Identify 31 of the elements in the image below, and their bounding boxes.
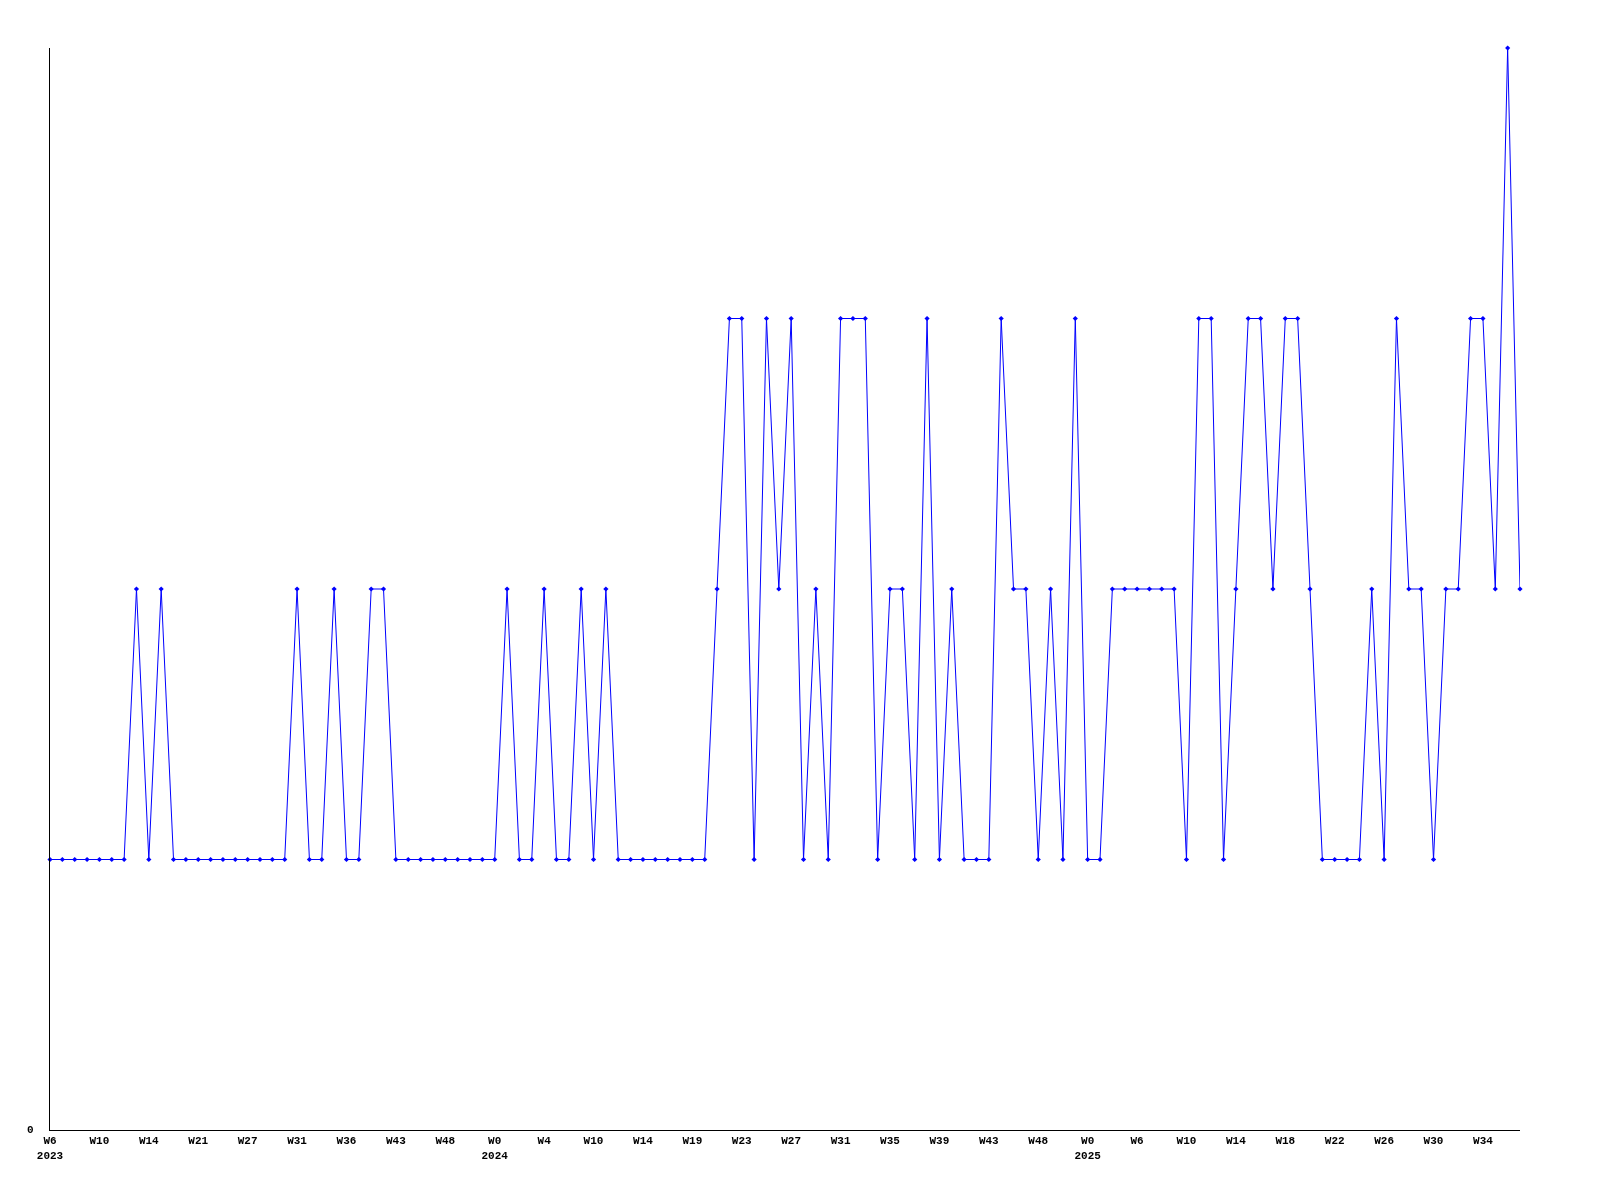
x-tick-label: W10 — [583, 1135, 604, 1148]
x-tick-label: W10 — [1176, 1135, 1197, 1148]
x-tick-label: W36 — [336, 1135, 357, 1148]
x-tick-label: W26 — [1374, 1135, 1395, 1148]
x-tick-label: W31 — [287, 1135, 308, 1148]
x-tick-label: W14 — [138, 1135, 160, 1148]
x-tick-label: W30 — [1423, 1135, 1444, 1148]
x-tick-label: W27 — [781, 1135, 802, 1148]
x-tick-label: W0 2024 — [481, 1135, 509, 1162]
x-tick-label: W10 — [89, 1135, 110, 1148]
x-tick-label: W4 — [537, 1135, 552, 1148]
x-tick-label: W27 — [237, 1135, 258, 1148]
x-tick-label: W43 — [978, 1135, 1000, 1148]
x-tick-label: W19 — [682, 1135, 703, 1148]
x-tick-label: W21 — [188, 1135, 209, 1148]
x-tick-label: W14 — [633, 1135, 654, 1148]
x-tick-label: W48 — [1028, 1135, 1049, 1148]
x-tick-label: W39 — [929, 1135, 950, 1148]
x-tick-label: W6 — [1130, 1135, 1144, 1148]
x-tick-label: W18 — [1275, 1135, 1296, 1148]
x-tick-label: W48 — [435, 1135, 456, 1148]
x-tick-label: W23 — [731, 1135, 753, 1148]
x-tick-label: W6 2023 — [36, 1135, 64, 1162]
x-tick-label: W35 — [880, 1135, 901, 1148]
x-tick-label: W43 — [385, 1135, 407, 1148]
text: 0 — [27, 1124, 34, 1136]
x-tick-label: W0 2025 — [1074, 1135, 1102, 1162]
x-tick-label: W14 — [1225, 1135, 1247, 1148]
x-tick-label: W34 — [1473, 1135, 1494, 1148]
x-tick-label: W31 — [830, 1135, 851, 1148]
x-tick-label: W22 — [1324, 1135, 1345, 1148]
